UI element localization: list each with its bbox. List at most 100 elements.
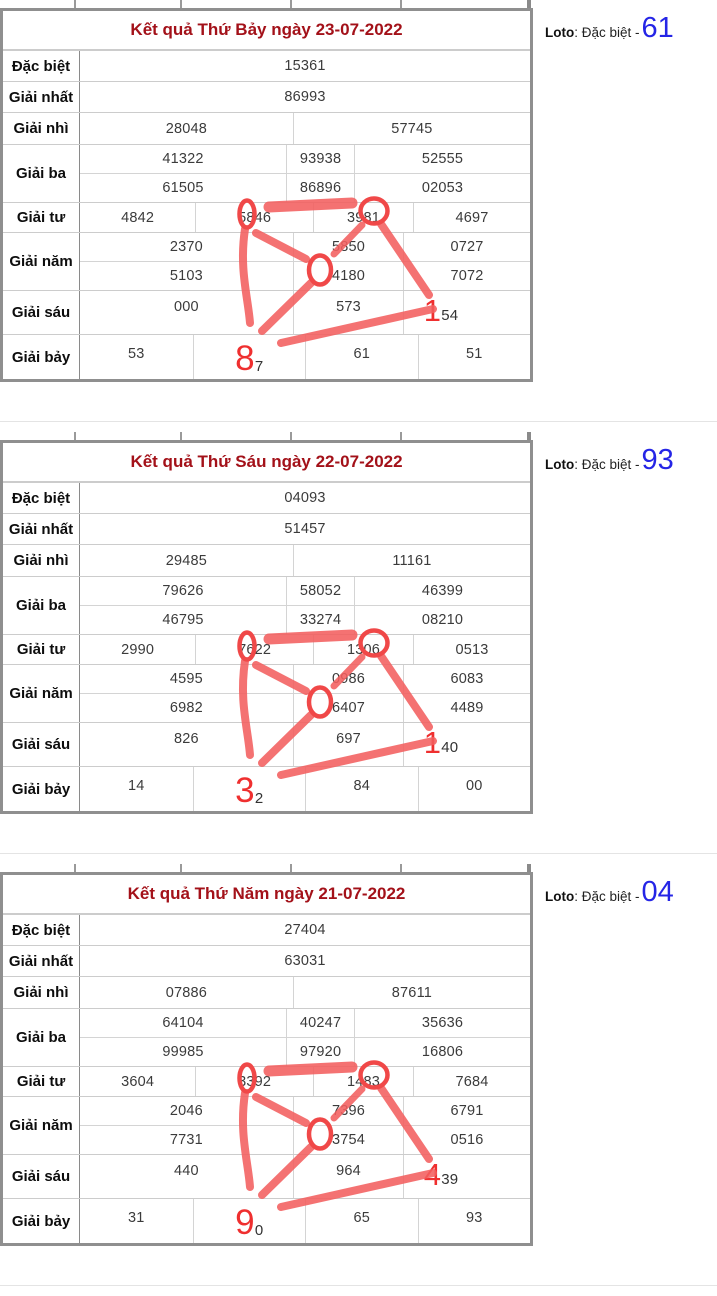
- prize-cell: 7622: [195, 635, 313, 664]
- prize-label-giai-bay: Giải bảy: [3, 767, 80, 811]
- prize-cell: 65: [305, 1199, 418, 1243]
- prize-body: 15361: [80, 51, 530, 81]
- prize-body: 2990 7622 1306 0513: [80, 635, 530, 664]
- prize-cell: 0516: [403, 1126, 530, 1154]
- prize-cell: 14: [127, 778, 145, 794]
- prize-row-giai-tu: Giải tư 3604 3392 1483 7684: [3, 1066, 530, 1096]
- table-top-stubs: [0, 864, 533, 873]
- prize-cell: 826: [174, 731, 199, 747]
- prize-body: 826 697 1 40: [80, 723, 530, 766]
- prize-cell: 04093: [284, 490, 326, 506]
- prize-body: 07886 87611: [80, 977, 530, 1008]
- prize-label-giai-nam: Giải năm: [3, 233, 80, 290]
- prize-label-giai-sau: Giải sáu: [3, 291, 80, 334]
- prize-cell: 440: [174, 1163, 199, 1179]
- prize-subrow: 31 9 0 65 93: [80, 1199, 530, 1243]
- prize-body: 3604 3392 1483 7684: [80, 1067, 530, 1096]
- prize-cell: 00: [417, 767, 531, 811]
- loto-value: 61: [641, 12, 674, 44]
- prize-subrow: 5103 4180 7072: [80, 261, 530, 290]
- prize-cell: 4180: [292, 262, 403, 290]
- prize-body: 4595 0986 6083 6982 6407 4489: [80, 665, 530, 722]
- prize-body: 64104 40247 35636 99985 97920 16806: [80, 1009, 530, 1066]
- prize-body: 41322 93938 52555 61505 86896 02053: [80, 145, 530, 202]
- table-top-stubs: [0, 0, 533, 9]
- prize-cell: 61505: [162, 180, 204, 196]
- prize-cell: 61: [305, 335, 418, 379]
- prize-label-dac-biet: Đặc biệt: [3, 915, 80, 945]
- prize-label-giai-ba: Giải ba: [3, 577, 80, 634]
- prize-cell: 41322: [162, 151, 204, 167]
- column-stub: [74, 0, 76, 8]
- prize-cell: 3754: [292, 1126, 403, 1154]
- prize-cell: 6982: [169, 700, 203, 716]
- prize-cell: 1 40: [403, 723, 530, 766]
- result-section: Kết quả Thứ Bảy ngày 23-07-2022 Đặc biệt 1…: [0, 0, 717, 382]
- section-divider: [0, 853, 717, 854]
- prize-cell: 16806: [354, 1038, 530, 1066]
- prize-subrow: 29485 11161: [80, 545, 530, 576]
- prize-cell: 35636: [354, 1009, 530, 1037]
- prize-cell: 97920: [286, 1038, 354, 1066]
- prize-row-giai-nhi: Giải nhì 29485 11161: [3, 544, 530, 576]
- loto-separator-text: : Đặc biệt -: [574, 889, 640, 904]
- prize-cell: 93: [417, 1199, 531, 1243]
- prize-label-giai-nam: Giải năm: [3, 1097, 80, 1154]
- prize-row-dac-biet: Đặc biệt 27404: [3, 914, 530, 945]
- prize-body: 27404: [80, 915, 530, 945]
- big-red-digit: 3: [235, 771, 255, 810]
- prize-body: 28048 57745: [80, 113, 530, 144]
- prize-body: 04093: [80, 483, 530, 513]
- prize-subrow: 15361: [80, 51, 530, 81]
- prize-label-giai-bay: Giải bảy: [3, 335, 80, 379]
- prize-body: 53 8 7 61 51: [80, 335, 530, 379]
- annotated-number: 1 54: [424, 295, 459, 326]
- prize-cell: 0727: [403, 233, 530, 261]
- prize-cell: 4 39: [403, 1155, 530, 1198]
- prize-subrow: 826 697 1 40: [80, 723, 530, 766]
- prize-row-dac-biet: Đặc biệt 04093: [3, 482, 530, 513]
- prize-body: 63031: [80, 946, 530, 976]
- prize-label-dac-biet: Đặc biệt: [3, 483, 80, 513]
- big-red-digit: 4: [423, 1157, 442, 1192]
- prize-cell: 1483: [313, 1067, 413, 1096]
- prize-row-giai-nhat: Giải nhất 51457: [3, 513, 530, 544]
- prize-label-giai-bay: Giải bảy: [3, 1199, 80, 1243]
- prize-body: 2046 7396 6791 7731 3754 0516: [80, 1097, 530, 1154]
- prize-row-giai-nhat: Giải nhất 63031: [3, 945, 530, 976]
- prize-row-giai-sau: Giải sáu 000 573 1 54: [3, 290, 530, 334]
- prize-cell: 6791: [403, 1097, 530, 1125]
- section-divider: [0, 1285, 717, 1286]
- prize-cell: 87611: [292, 977, 530, 1008]
- prize-cell: 5850: [292, 233, 403, 261]
- number-remainder: 39: [441, 1171, 459, 1189]
- prize-cell: 3392: [195, 1067, 313, 1096]
- column-stub: [290, 864, 292, 872]
- prize-subrow: 3604 3392 1483 7684: [80, 1067, 530, 1096]
- prize-cell: 86896: [286, 174, 354, 202]
- prize-cell: 27404: [284, 922, 326, 938]
- prize-row-giai-tu: Giải tư 2990 7622 1306 0513: [3, 634, 530, 664]
- prize-body: 86993: [80, 82, 530, 112]
- prize-label-giai-nam: Giải năm: [3, 665, 80, 722]
- table-title: Kết quả Thứ Năm ngày 21-07-2022: [127, 884, 406, 903]
- column-stub: [74, 864, 76, 872]
- prize-label-giai-nhi: Giải nhì: [3, 545, 80, 576]
- results-table: Kết quả Thứ Bảy ngày 23-07-2022 Đặc biệt 1…: [0, 8, 533, 382]
- prize-label-giai-nhat: Giải nhất: [3, 514, 80, 544]
- prize-cell: 63031: [284, 953, 326, 969]
- prize-row-giai-tu: Giải tư 4842 5846 3981 4697: [3, 202, 530, 232]
- prize-body: 440 964 4 39: [80, 1155, 530, 1198]
- prize-subrow: 46795 33274 08210: [80, 605, 530, 634]
- column-stub: [400, 432, 402, 440]
- prize-body: 51457: [80, 514, 530, 544]
- prize-cell: 15361: [284, 58, 326, 74]
- prize-cell: 4595: [169, 671, 203, 687]
- prize-subrow: 41322 93938 52555: [80, 145, 530, 173]
- prize-cell: 3981: [313, 203, 413, 232]
- table-title: Kết quả Thứ Sáu ngày 22-07-2022: [130, 452, 403, 471]
- prize-cell: 52555: [354, 145, 530, 173]
